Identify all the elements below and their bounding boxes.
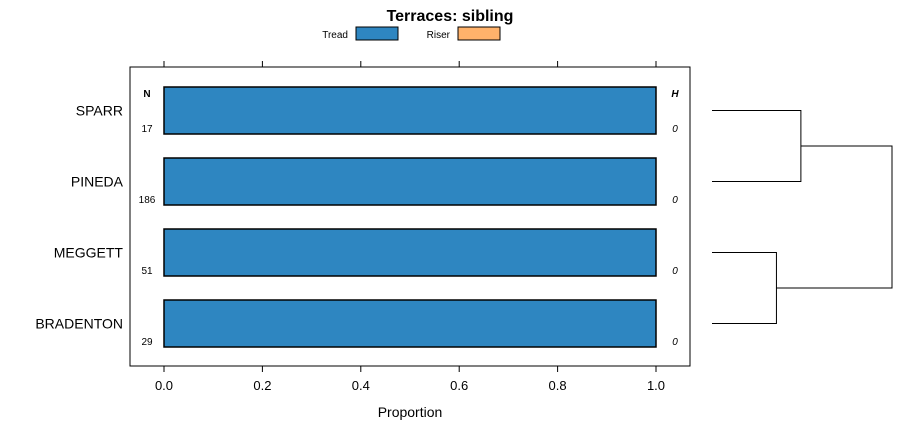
bar-tread-pineda	[163, 157, 657, 206]
category-label: MEGGETT	[54, 245, 124, 261]
dendrogram-branch-3	[776, 145, 893, 289]
x-tick-label: 0.4	[352, 378, 370, 393]
n-value: 51	[141, 266, 153, 277]
top-axis-ticks	[163, 61, 657, 67]
n-column-header: N	[143, 89, 150, 100]
dendrogram-branch-1	[712, 110, 802, 182]
bar-tread-meggett	[163, 228, 657, 277]
bar-tread-bradenton	[163, 299, 657, 348]
x-axis-label: Proportion	[378, 404, 443, 420]
legend: Tread Riser	[322, 26, 501, 41]
n-value: 17	[141, 124, 153, 135]
x-axis: 0.0 0.2 0.4 0.6 0.8 1.0	[155, 366, 665, 393]
category-label: BRADENTON	[35, 316, 123, 332]
category-label: PINEDA	[71, 174, 124, 190]
row-labels: SPARR 17 0 PINEDA 186 0 MEGGETT 51 0 BRADENTON 29 0	[35, 103, 678, 349]
legend-label-riser: Riser	[427, 30, 451, 41]
legend-swatch-tread	[355, 26, 399, 41]
h-value: 0	[672, 195, 678, 206]
x-tick-label: 0.2	[253, 378, 271, 393]
h-column-header: H	[671, 89, 679, 100]
x-tick-label: 1.0	[647, 378, 665, 393]
category-label: SPARR	[76, 103, 123, 119]
x-tick-label: 0.8	[549, 378, 567, 393]
x-tick-label: 0.0	[155, 378, 173, 393]
h-value: 0	[672, 266, 678, 277]
bars	[163, 86, 657, 348]
n-value: 186	[139, 195, 156, 206]
bar-tread-sparr	[163, 86, 657, 135]
dendrogram	[712, 110, 893, 324]
legend-swatch-riser	[457, 26, 501, 41]
n-value: 29	[141, 337, 153, 348]
dendrogram-branch-2	[712, 252, 777, 324]
plot-frame	[129, 66, 691, 367]
x-tick-label: 0.6	[450, 378, 468, 393]
chart-title: Terraces: sibling	[387, 8, 514, 25]
h-value: 0	[672, 337, 678, 348]
h-value: 0	[672, 124, 678, 135]
legend-label-tread: Tread	[322, 30, 348, 41]
